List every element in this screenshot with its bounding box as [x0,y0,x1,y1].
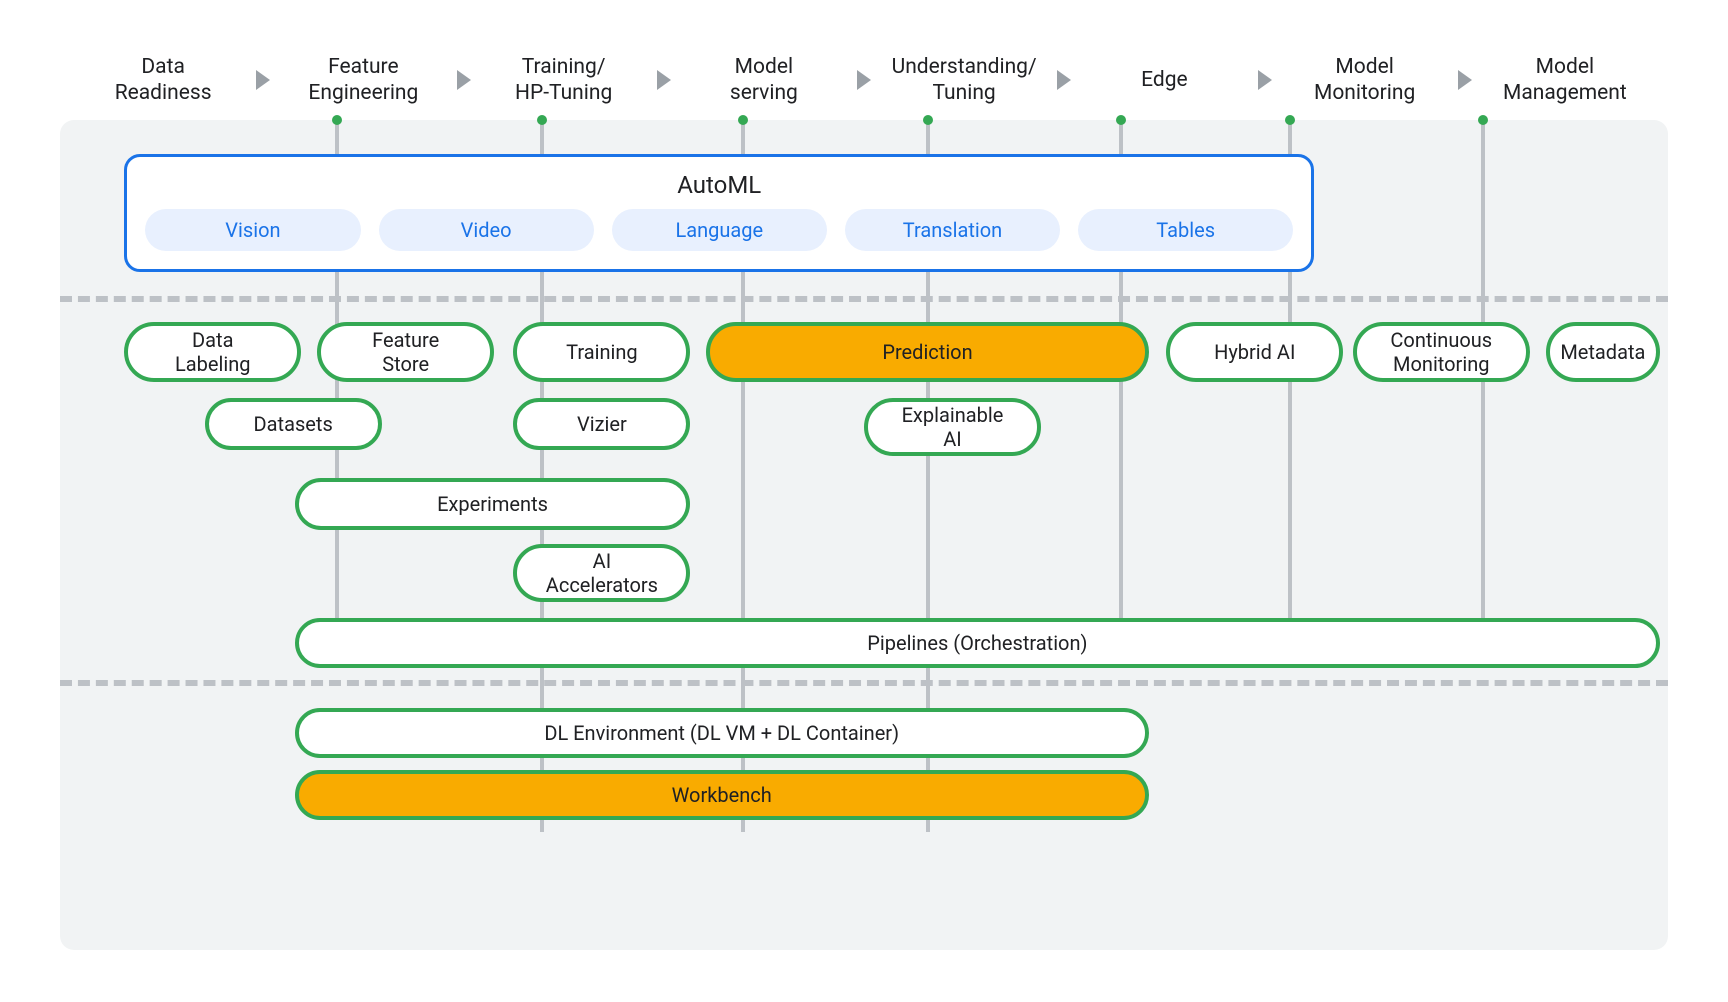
component-pill: Prediction [706,322,1148,382]
component-pill: Pipelines (Orchestration) [295,618,1660,668]
stage-header-row: Data Readiness Feature Engineering Trainin… [60,40,1668,120]
stage-label: Model Monitoring [1272,54,1458,107]
stage-label: Model serving [671,54,857,107]
stage-label: Model Management [1472,54,1658,107]
automl-box: AutoML Vision Video Language Translation Tab… [124,154,1314,272]
component-pill: Training [513,322,690,382]
automl-category-pill: Video [379,209,594,251]
vertical-guide [1481,120,1485,668]
stage-label: Data Readiness [70,54,256,107]
chevron-right-icon [857,70,871,90]
stage-label: Understanding/ Tuning [871,54,1057,107]
automl-category-pill: Translation [845,209,1060,251]
chevron-right-icon [1258,70,1272,90]
stage-label: Edge [1071,67,1257,93]
stage-label: Training/ HP-Tuning [471,54,657,107]
automl-pill-row: Vision Video Language Translation Tables [145,209,1293,251]
chevron-right-icon [256,70,270,90]
component-pill: Explainable AI [864,398,1041,456]
automl-title: AutoML [145,171,1293,199]
stage-label: Feature Engineering [270,54,456,107]
dash-separator-1 [60,296,1668,302]
chevron-right-icon [457,70,471,90]
automl-category-pill: Vision [145,209,360,251]
component-pill: Continuous Monitoring [1353,322,1530,382]
component-pill: Data Labeling [124,322,301,382]
component-pill: Datasets [205,398,382,450]
automl-category-pill: Tables [1078,209,1293,251]
chevron-right-icon [657,70,671,90]
component-pill: DL Environment (DL VM + DL Container) [295,708,1149,758]
component-pill: Vizier [513,398,690,450]
component-pill: Hybrid AI [1166,322,1343,382]
component-pill: Experiments [295,478,691,530]
component-pill: AI Accelerators [513,544,690,602]
chevron-right-icon [1057,70,1071,90]
component-pill: Feature Store [317,322,494,382]
ml-platform-diagram: Data Readiness Feature Engineering Trainin… [60,40,1668,962]
diagram-body-panel: AutoML Vision Video Language Translation Tab… [60,120,1668,950]
component-pill: Workbench [295,770,1149,820]
automl-category-pill: Language [612,209,827,251]
dash-separator-2 [60,680,1668,686]
chevron-right-icon [1458,70,1472,90]
component-pill: Metadata [1546,322,1660,382]
